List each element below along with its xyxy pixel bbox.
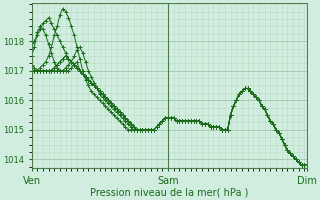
X-axis label: Pression niveau de la mer( hPa ): Pression niveau de la mer( hPa ) [90, 187, 249, 197]
